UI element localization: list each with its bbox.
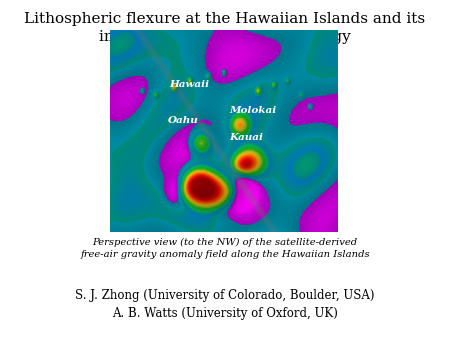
Text: Molokai: Molokai bbox=[230, 106, 277, 115]
Text: Perspective view (to the NW) of the satellite-derived
free-air gravity anomaly f: Perspective view (to the NW) of the sate… bbox=[80, 238, 370, 259]
Text: S. J. Zhong (University of Colorado, Boulder, USA)
A. B. Watts (University of Ox: S. J. Zhong (University of Colorado, Bou… bbox=[75, 289, 375, 320]
Text: Oahu: Oahu bbox=[167, 116, 198, 125]
Text: Hawaii: Hawaii bbox=[170, 80, 210, 89]
Text: Lithospheric flexure at the Hawaiian Islands and its
implications for mantle rhe: Lithospheric flexure at the Hawaiian Isl… bbox=[24, 12, 426, 44]
Text: Kauai: Kauai bbox=[230, 132, 264, 142]
